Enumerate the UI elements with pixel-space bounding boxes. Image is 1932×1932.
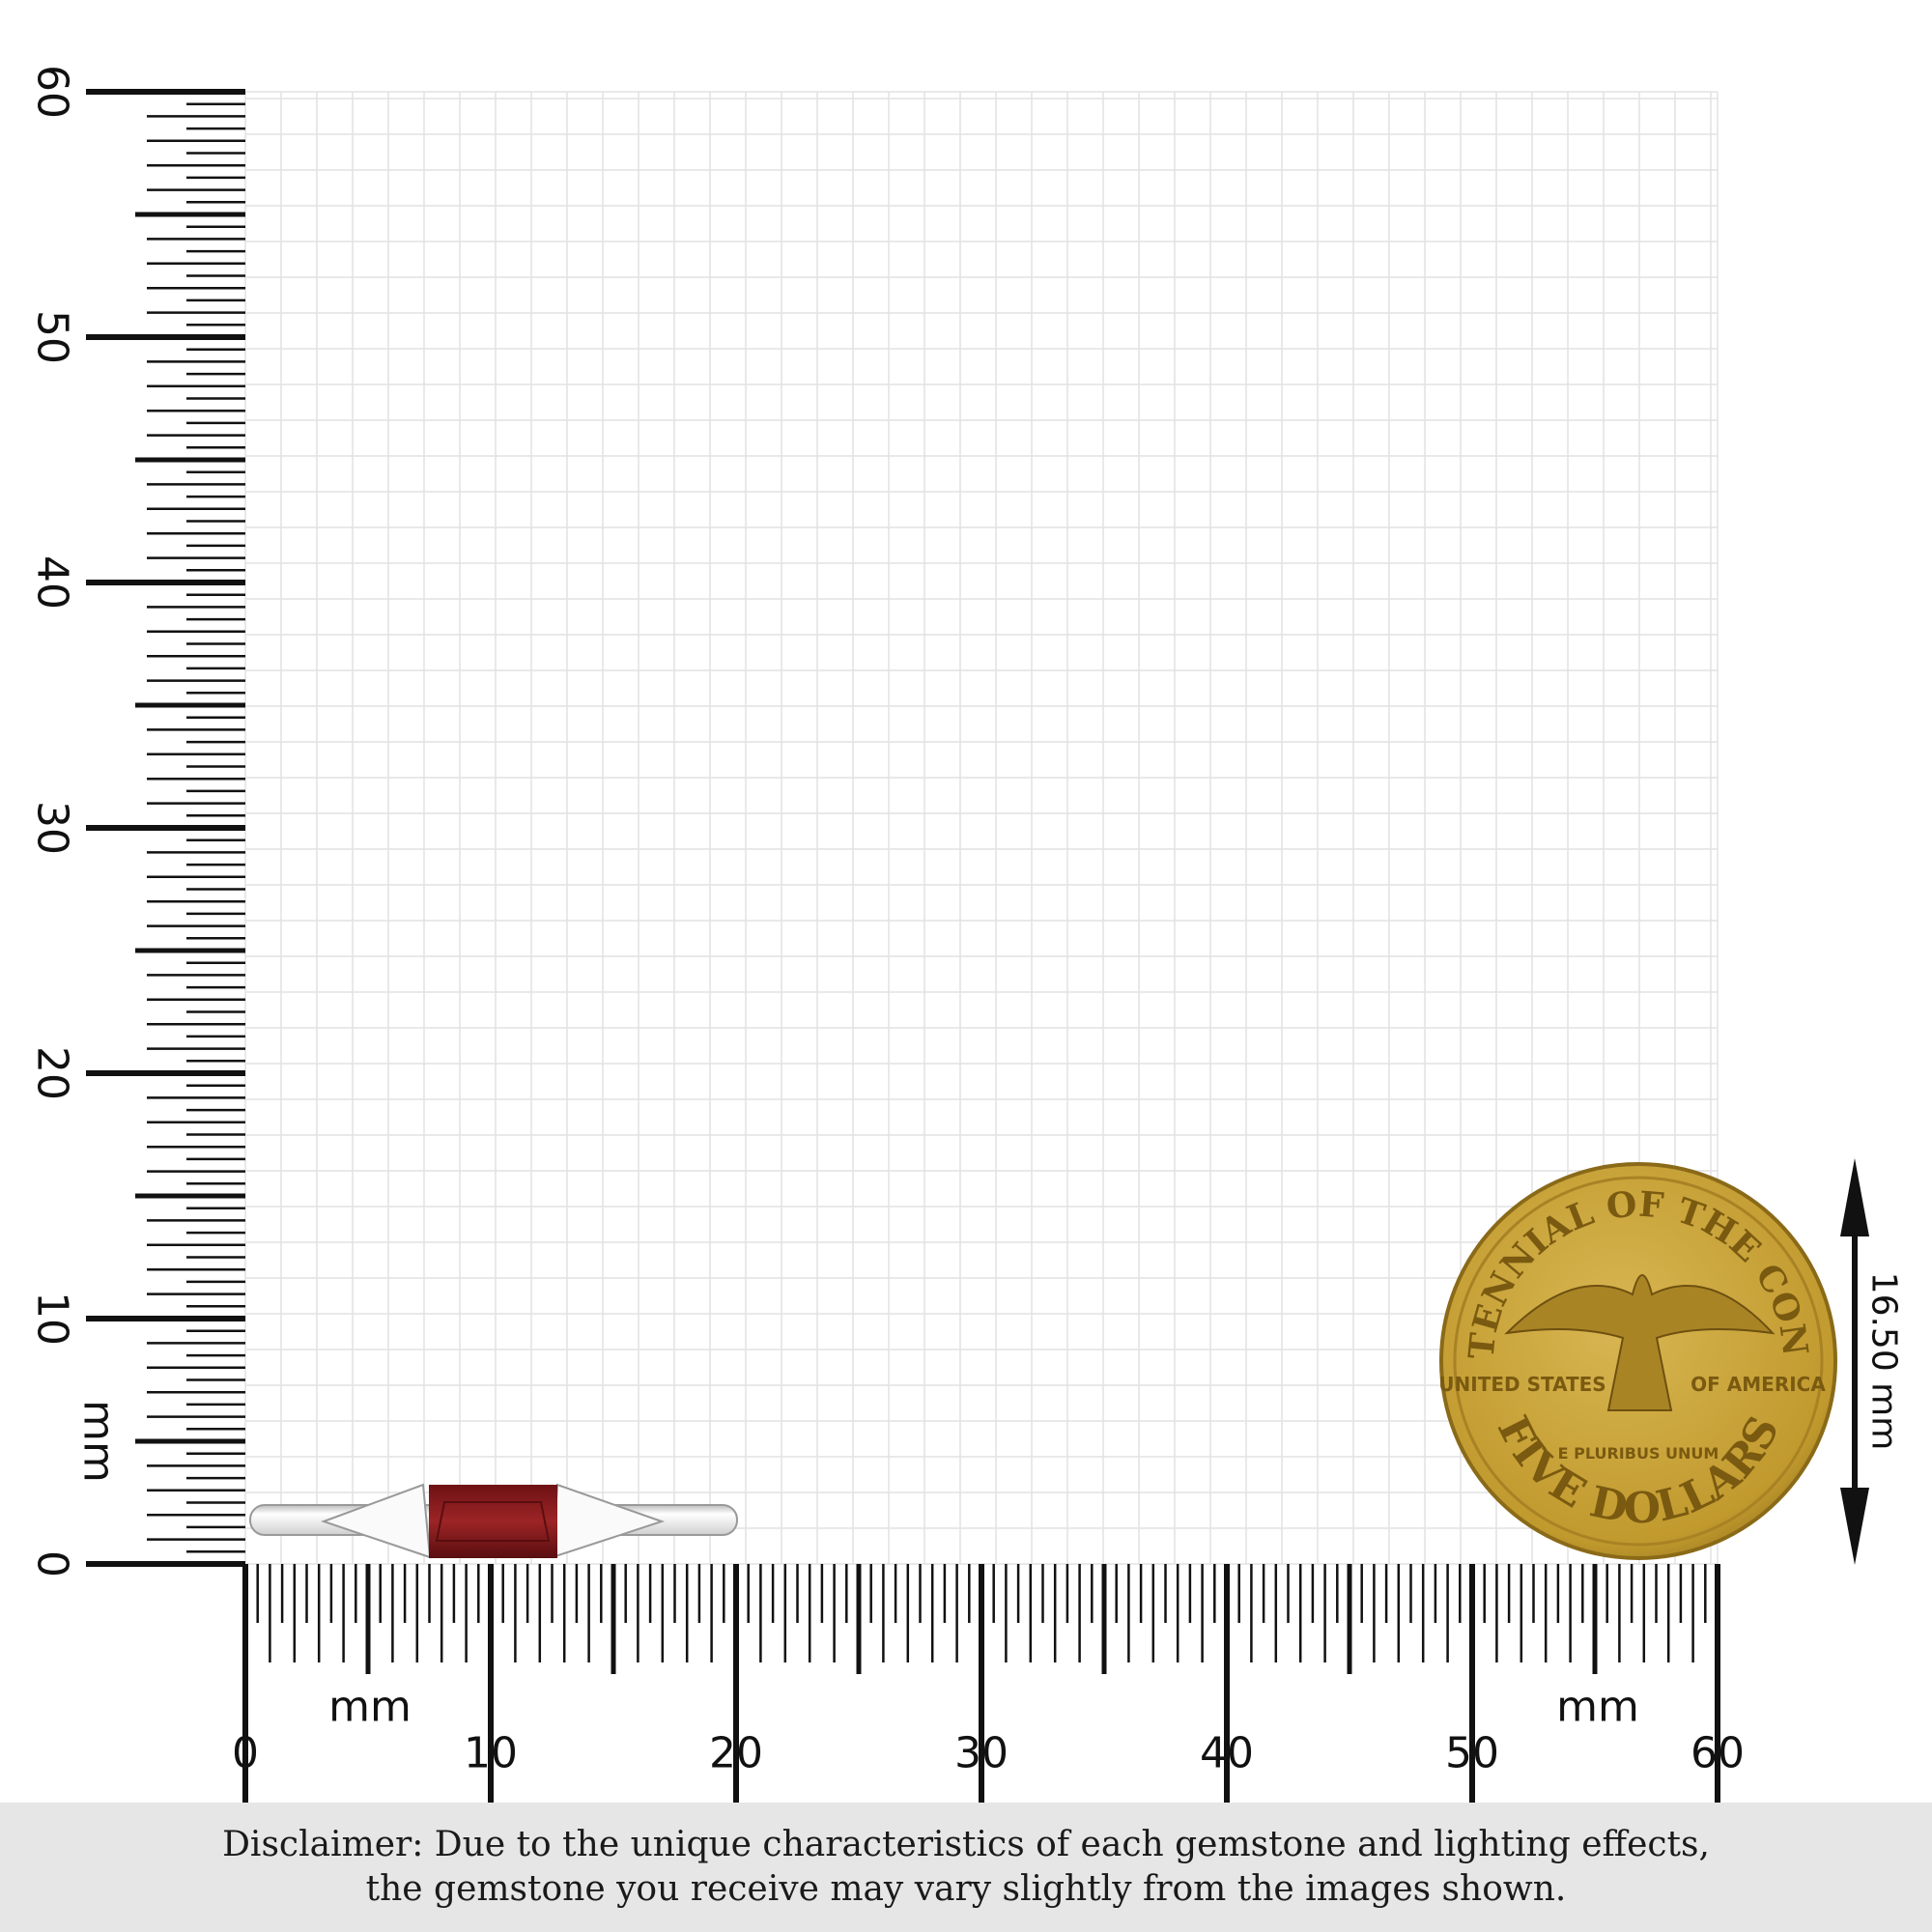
diameter-label: 16.50 mm <box>1863 1271 1904 1451</box>
x-tick-label: 30 <box>954 1728 1009 1778</box>
y-tick-label: 50 <box>27 310 77 364</box>
y-tick-label: 20 <box>27 1046 77 1100</box>
x-tick-label: 20 <box>709 1728 763 1778</box>
y-tick-label: 60 <box>27 65 77 119</box>
x-tick-label: 10 <box>464 1728 518 1778</box>
x-tick-label: 0 <box>232 1728 259 1778</box>
coin-text-right: OF AMERICA <box>1690 1373 1826 1396</box>
x-unit-label: mm <box>328 1682 412 1732</box>
x-tick-label: 50 <box>1445 1728 1499 1778</box>
disclaimer: Disclaimer: Due to the unique characteri… <box>0 1803 1932 1932</box>
x-tick-label: 40 <box>1200 1728 1254 1778</box>
eagle-icon <box>1504 1274 1776 1411</box>
y-unit-label: mm <box>73 1400 124 1483</box>
coin-text-left: UNITED STATES <box>1438 1373 1605 1396</box>
disclaimer-line-1: Disclaimer: Due to the unique characteri… <box>222 1825 1710 1864</box>
y-tick-label: 40 <box>27 555 77 610</box>
gem-facets <box>435 1501 551 1542</box>
x-tick-label: 60 <box>1690 1728 1745 1778</box>
disclaimer-line-2: the gemstone you receive may vary slight… <box>365 1869 1567 1909</box>
y-tick-label: 0 <box>27 1550 77 1577</box>
ring-shoulder-left <box>320 1483 432 1559</box>
y-tick-label: 30 <box>27 801 77 855</box>
gemstone <box>429 1485 557 1558</box>
x-unit-label: mm <box>1556 1682 1639 1732</box>
coin-motto: E PLURIBUS UNUM <box>1558 1444 1719 1463</box>
y-tick-label: 10 <box>27 1292 77 1346</box>
